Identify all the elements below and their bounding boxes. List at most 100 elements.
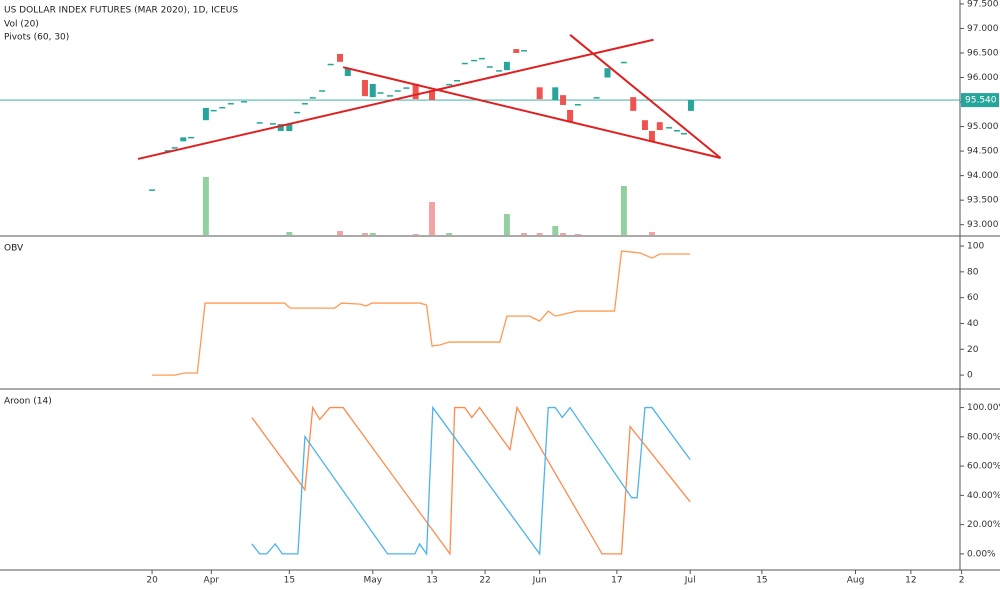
series-line xyxy=(251,405,691,556)
x-tick-label: Jun xyxy=(532,576,547,586)
candle-body xyxy=(219,106,226,109)
chart-title: US DOLLAR INDEX FUTURES (MAR 2020), 1D, … xyxy=(4,6,238,16)
candle-body xyxy=(552,87,559,101)
candle-body xyxy=(337,53,344,62)
volume-bar xyxy=(552,226,559,235)
y-tick-label: 94.500 xyxy=(967,147,999,157)
candle-body xyxy=(386,95,393,97)
trend-line xyxy=(137,38,654,160)
volume-bar xyxy=(337,231,344,235)
volume-bar xyxy=(429,202,436,235)
candle-body xyxy=(403,87,410,89)
candle-body xyxy=(309,97,316,99)
series-line xyxy=(152,250,691,376)
candle-body xyxy=(604,68,611,78)
x-tick-label: 15 xyxy=(284,576,295,586)
candle-body xyxy=(202,107,209,121)
pane-title: Aroon (14) xyxy=(4,397,52,407)
candle-body xyxy=(301,103,308,105)
volume-bar xyxy=(620,186,627,235)
candle-body xyxy=(277,124,284,131)
candle-body xyxy=(641,120,648,131)
trend-line xyxy=(569,34,722,159)
candle-body xyxy=(180,137,187,142)
indicator-label: Vol (20) xyxy=(4,20,39,30)
volume-bar xyxy=(369,233,376,235)
candle-body xyxy=(630,97,637,111)
candle-body xyxy=(593,97,600,99)
x-tick-label: 22 xyxy=(479,576,490,586)
candle-body xyxy=(188,136,195,139)
y-tick-label: 40.00% xyxy=(967,491,1000,501)
volume-bar xyxy=(574,234,581,235)
candle-body xyxy=(171,147,178,149)
y-tick-label: 97.500 xyxy=(967,0,999,9)
candle-body xyxy=(327,63,334,66)
candle-body xyxy=(560,95,567,105)
y-tick-label: 100 xyxy=(967,242,984,252)
x-tick-label: 17 xyxy=(611,576,622,586)
candle-body xyxy=(412,83,419,100)
y-tick-label: 96.000 xyxy=(967,73,999,83)
candle-body xyxy=(496,70,503,72)
y-tick-label: 60.00% xyxy=(967,462,1000,472)
x-tick-label: 12 xyxy=(905,576,916,586)
trend-line xyxy=(342,66,721,159)
candle-body xyxy=(673,130,680,132)
candle-body xyxy=(656,122,663,131)
y-tick-label: 60 xyxy=(967,293,979,303)
volume-bar xyxy=(648,232,655,235)
candle-body xyxy=(361,79,368,97)
y-tick-label: 80 xyxy=(967,267,979,277)
volume-bar xyxy=(412,234,419,235)
candle-body xyxy=(648,130,655,142)
candle-body xyxy=(377,92,384,94)
candle-body xyxy=(344,68,351,77)
candle-body xyxy=(536,87,543,100)
last-price-box xyxy=(961,93,999,108)
candle-body xyxy=(294,111,301,114)
candle-body xyxy=(478,57,485,60)
candle-body xyxy=(369,83,376,98)
candle-body xyxy=(149,189,156,191)
y-tick-label: 40 xyxy=(967,319,979,329)
volume-bar xyxy=(286,232,293,235)
y-tick-label: 20.00% xyxy=(967,520,1000,530)
candle-body xyxy=(461,62,468,65)
candle-body xyxy=(227,103,234,105)
candle-body xyxy=(574,104,581,106)
volume-bar xyxy=(202,177,209,235)
pane-title: OBV xyxy=(4,244,24,254)
candle-body xyxy=(687,100,694,111)
x-tick-label: Apr xyxy=(204,576,220,586)
volume-bar xyxy=(446,233,453,235)
candle-body xyxy=(286,124,293,131)
y-tick-label: 97.000 xyxy=(967,24,999,34)
candle-body xyxy=(503,61,510,71)
y-tick-label: 94.000 xyxy=(967,171,999,181)
x-tick-label: May xyxy=(363,576,382,586)
y-tick-label: 0.00% xyxy=(967,549,996,559)
candle-body xyxy=(429,90,436,101)
candle-body xyxy=(256,122,263,124)
y-tick-label: 100.00% xyxy=(967,403,1000,413)
last-price-label: 95.540 xyxy=(965,96,997,106)
x-tick-label: 13 xyxy=(426,576,437,586)
y-tick-label: 95.000 xyxy=(967,122,999,132)
candle-body xyxy=(210,109,217,112)
x-tick-label: 15 xyxy=(756,576,767,586)
x-tick-label: 2 xyxy=(959,576,965,586)
volume-bar xyxy=(536,233,543,235)
y-tick-label: 93.000 xyxy=(967,220,999,230)
candle-body xyxy=(666,127,673,129)
y-tick-label: 96.500 xyxy=(967,48,999,58)
candle-body xyxy=(394,90,401,92)
candle-body xyxy=(620,61,627,64)
candle-body xyxy=(241,101,248,103)
y-tick-label: 80.00% xyxy=(967,432,1000,442)
candle-body xyxy=(680,132,687,135)
candle-body xyxy=(319,90,326,92)
candle-body xyxy=(446,83,453,86)
